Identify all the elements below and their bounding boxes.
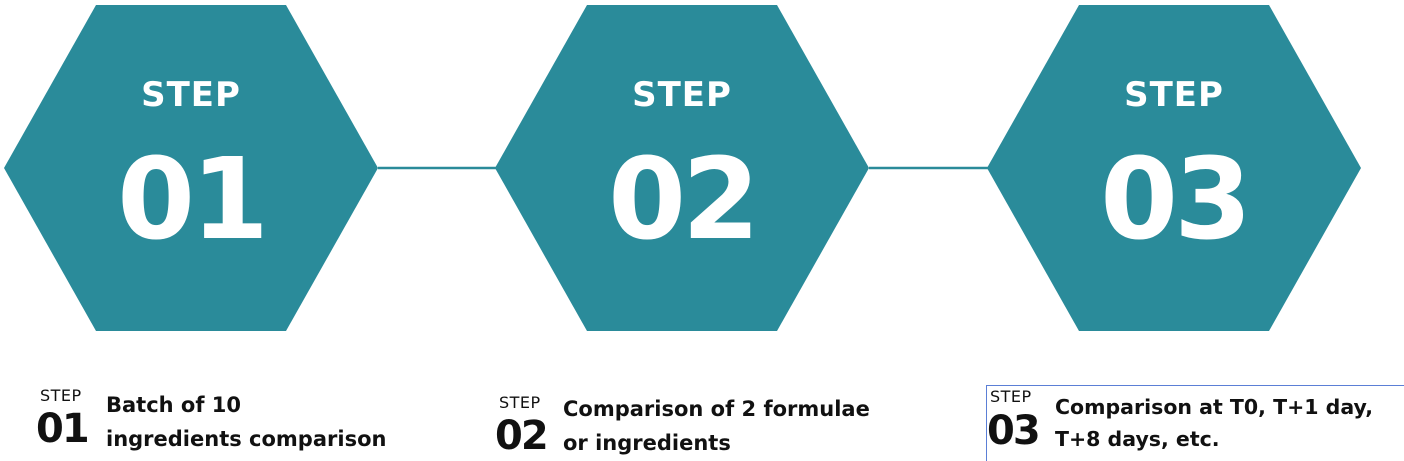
step-caption-3: STEP 03 Comparison at T0, T+1 day, T+8 d… <box>986 385 1404 461</box>
caption-step-number: 03 <box>987 408 1041 454</box>
caption-step-number: 01 <box>36 406 90 452</box>
caption-step-label: STEP <box>40 386 82 405</box>
hexagon-step-label: STEP <box>141 75 241 115</box>
hexagon-step-number: 02 <box>608 135 756 265</box>
caption-text-line-1: Batch of 10 <box>106 393 242 417</box>
caption-text-line-2: ingredients comparison <box>106 427 387 451</box>
hexagon-step-label: STEP <box>1124 75 1224 115</box>
hexagon-shape <box>987 5 1361 331</box>
hexagon-step-label: STEP <box>632 75 732 115</box>
caption-step-label: STEP <box>499 393 541 412</box>
step-hexagon-2: STEP 02 <box>495 5 869 331</box>
caption-text-line-2: T+8 days, etc. <box>1055 427 1220 451</box>
step-hexagon-1: STEP 01 <box>4 5 378 331</box>
step-hexagon-3: STEP 03 <box>987 5 1361 331</box>
hexagon-step-number: 01 <box>117 135 265 265</box>
step-caption-2: STEP 02 Comparison of 2 formulae or ingr… <box>495 391 935 461</box>
caption-step-number: 02 <box>495 413 549 459</box>
caption-text-line-1: Comparison at T0, T+1 day, <box>1055 395 1374 419</box>
hexagon-shape <box>495 5 869 331</box>
caption-text-line-2: or ingredients <box>563 431 731 455</box>
caption-text-line-1: Comparison of 2 formulae <box>563 397 870 421</box>
caption-step-label: STEP <box>990 387 1032 406</box>
steps-diagram: STEP 01 STEP 02 STEP 03 <box>4 5 1361 331</box>
step-caption-1: STEP 01 Batch of 10 ingredients comparis… <box>36 384 456 460</box>
hexagon-shape <box>4 5 378 331</box>
hexagon-step-number: 03 <box>1100 135 1248 265</box>
